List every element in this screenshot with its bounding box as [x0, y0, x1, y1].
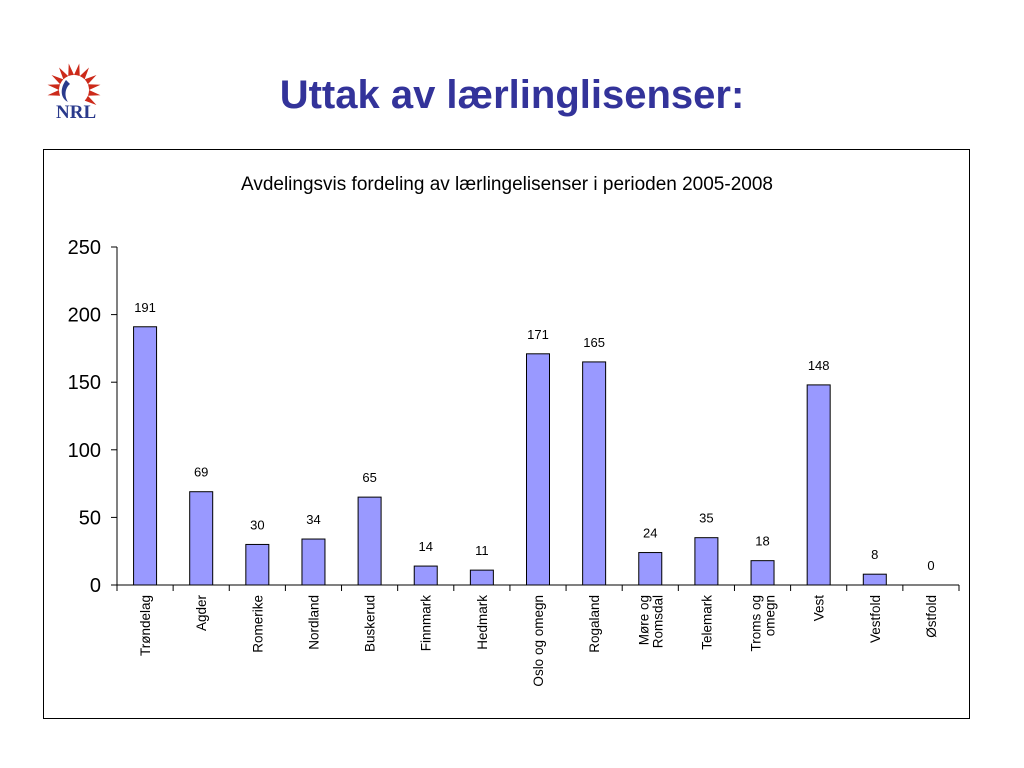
x-category-label: Østfold	[924, 595, 939, 638]
bar	[469, 569, 494, 586]
x-category-label-line: Telemark	[699, 595, 714, 650]
logo-flame-icon	[61, 80, 70, 102]
x-category-label: Romerike	[250, 595, 265, 653]
data-label: 34	[306, 512, 320, 527]
y-tick-label: 50	[79, 507, 101, 529]
data-label: 14	[418, 539, 432, 554]
bars-group: 191 69 30 34 65 14 11 171 165 24 35 18 148 8 0	[133, 300, 935, 586]
data-label: 148	[808, 358, 830, 373]
chart-title: Avdelingsvis fordeling av lærlingelisens…	[241, 174, 773, 195]
x-category-label: Rogaland	[587, 595, 602, 653]
data-label: 8	[871, 547, 878, 562]
x-category-label-line: Hedmark	[475, 595, 490, 650]
chart-frame: Avdelingsvis fordeling av lærlingelisens…	[43, 149, 970, 719]
bar	[694, 537, 719, 586]
x-category-label-line: Østfold	[924, 595, 939, 638]
y-tick-label: 200	[68, 305, 101, 327]
logo-sun-ray	[84, 74, 97, 85]
x-category-label-line: Buskerud	[363, 595, 378, 652]
x-category-label: Buskerud	[363, 595, 378, 652]
x-category-label: Telemark	[699, 595, 714, 650]
x-category-label-line: Oslo og omegn	[531, 595, 546, 687]
x-category-label-line: Finnmark	[419, 595, 434, 652]
logo-text: NRL	[56, 102, 96, 123]
logo-sun-ray	[87, 84, 101, 90]
slide-title: Uttak av lærlinglisenser:	[279, 73, 745, 117]
logo-sun-ray	[87, 90, 101, 96]
bar	[862, 573, 887, 586]
y-tick-label: 100	[68, 440, 101, 462]
data-label: 165	[583, 335, 605, 350]
x-category-label: Møre og Romsdal	[636, 595, 665, 648]
x-category-label-line: Romerike	[250, 595, 265, 653]
x-category-label-line: Vestfold	[868, 595, 883, 643]
bar	[301, 538, 326, 586]
data-label: 65	[362, 470, 376, 485]
bar	[806, 384, 831, 586]
y-axis: 0 50 100 150 200 250	[68, 237, 118, 597]
bar	[133, 326, 158, 586]
x-category-label-line: omegn	[763, 595, 778, 636]
x-category-label-line: Romsdal	[650, 595, 665, 648]
logo-sun-rays	[47, 63, 101, 106]
data-label: 24	[643, 526, 657, 541]
x-category-label: Trøndelag	[138, 595, 153, 656]
bar	[413, 565, 438, 586]
x-category-label-line: Trøndelag	[138, 595, 153, 656]
data-label: 0	[927, 558, 934, 573]
x-category-label-line: Vest	[812, 595, 827, 622]
x-category-label: Finnmark	[419, 595, 434, 652]
x-category-label-line: Troms og	[749, 595, 764, 652]
x-category-label-line: Møre og	[636, 595, 651, 645]
bar	[357, 496, 382, 586]
bar	[189, 491, 214, 586]
logo-sun-ray	[51, 74, 64, 85]
nrl-logo-graphic: NRL	[47, 63, 101, 123]
bar	[245, 543, 270, 586]
bar	[582, 361, 607, 586]
x-category-label-line: Nordland	[306, 595, 321, 650]
logo-sun-ray	[58, 67, 69, 80]
data-label: 30	[250, 517, 264, 532]
y-tick-label: 150	[68, 372, 101, 394]
logo-sun-ray	[47, 84, 61, 90]
data-label: 35	[699, 511, 713, 526]
x-category-label: Nordland	[306, 595, 321, 650]
data-label: 191	[134, 300, 156, 315]
bar	[638, 552, 663, 586]
x-category-label: Vestfold	[868, 595, 883, 643]
logo-sun-ray	[79, 67, 90, 80]
data-label: 11	[475, 543, 489, 558]
x-category-label: Troms og omegn	[749, 595, 778, 652]
logo-sun-ray	[68, 63, 74, 77]
x-axis: Trøndelag Agder Romerike Nordland Buskerud Fi…	[116, 584, 960, 687]
logo-sun-ray	[84, 95, 97, 106]
y-tick-label: 250	[68, 237, 101, 259]
nrl-logo: NRL	[34, 58, 114, 126]
bar	[750, 560, 775, 586]
y-tick-label: 0	[90, 575, 101, 597]
x-category-label-line: Agder	[194, 595, 209, 632]
bar	[526, 353, 550, 586]
data-label: 69	[194, 465, 208, 480]
data-label: 18	[755, 534, 769, 549]
x-category-label: Oslo og omegn	[531, 595, 546, 687]
bar-chart: Avdelingsvis fordeling av lærlingelisens…	[68, 174, 960, 687]
data-label: 171	[527, 327, 549, 342]
x-category-label: Agder	[194, 595, 209, 632]
x-category-label: Vest	[812, 595, 827, 622]
x-category-label-line: Rogaland	[587, 595, 602, 653]
x-category-label: Hedmark	[475, 595, 490, 650]
logo-sun-ray	[47, 90, 61, 96]
logo-sun-ray	[74, 63, 80, 77]
